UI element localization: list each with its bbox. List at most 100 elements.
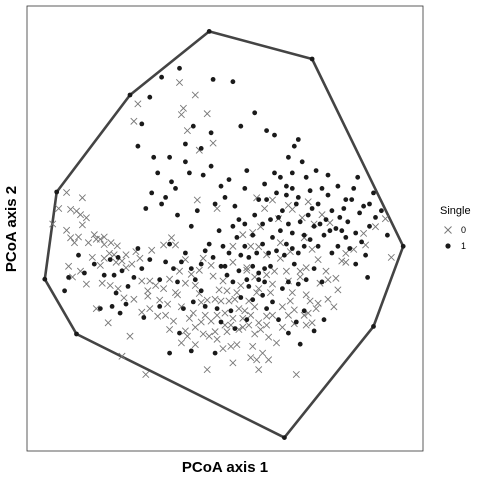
cross-point-114 [219, 345, 227, 353]
dot-point-50 [353, 230, 359, 236]
dot-point-206 [289, 246, 295, 251]
cross-point-209 [215, 286, 223, 294]
dot-point-26 [256, 197, 262, 203]
dot-point-204 [301, 243, 307, 249]
dot-point-158 [188, 348, 194, 354]
cross-point-161 [253, 356, 261, 364]
cross-point-186 [167, 234, 176, 242]
dot-point-11 [135, 143, 141, 149]
dot-point-103 [147, 257, 153, 262]
cross-point-131 [65, 262, 73, 270]
cross-point-33 [166, 275, 174, 283]
cross-point-175 [278, 303, 286, 311]
cross-point-124 [120, 294, 128, 302]
cross-point-138 [191, 91, 199, 99]
dot-point-118 [91, 261, 97, 267]
convex-hull [43, 30, 405, 439]
dot-point-179 [222, 195, 228, 200]
cross-point-220 [300, 311, 308, 319]
cross-point-129 [88, 253, 96, 261]
dot-point-46 [337, 215, 343, 220]
dot-point-80 [250, 232, 256, 238]
dot-point-170 [167, 154, 173, 160]
dot-point-191 [325, 172, 331, 178]
cross-point-63 [263, 271, 271, 279]
dot-point-123 [141, 315, 147, 320]
cross-point-104 [207, 261, 215, 269]
dot-point-70 [289, 230, 295, 236]
dot-point-64 [315, 243, 321, 249]
dot-point-111 [107, 257, 113, 262]
dot-point-89 [216, 228, 222, 234]
dot-point-81 [246, 255, 252, 260]
dot-point-134 [246, 284, 252, 289]
dot-point-139 [291, 261, 297, 267]
cross-point-93 [286, 297, 294, 305]
dot-point-155 [177, 330, 182, 336]
cross-point-118 [169, 317, 178, 325]
cross-point-126 [106, 281, 114, 290]
dot-point-101 [163, 259, 169, 265]
cross-point-172 [237, 281, 245, 290]
cross-point-75 [338, 257, 346, 265]
dot-point-149 [286, 330, 291, 336]
dot-point-198 [347, 246, 353, 251]
cross-point-11 [90, 231, 98, 239]
cross-point-101 [229, 258, 237, 266]
dot-point-130 [218, 319, 224, 325]
dot-point-87 [222, 263, 228, 269]
cross-point-127 [98, 279, 106, 287]
dot-point-53 [367, 223, 372, 229]
cross-point-48 [231, 295, 239, 303]
dot-point-91 [206, 241, 212, 247]
dot-point-35 [295, 137, 301, 142]
dot-point-120 [82, 270, 87, 276]
dot-point-171 [151, 154, 157, 160]
cross-point-132 [126, 332, 134, 340]
dot-point-52 [361, 203, 366, 209]
cross-point-66 [282, 267, 290, 275]
dot-point-128 [202, 304, 208, 309]
dot-point-148 [276, 317, 281, 323]
cross-point-208 [183, 332, 191, 340]
dot-point-160 [177, 65, 182, 71]
cross-point-73 [324, 276, 332, 284]
legend-entry-0: 0 [444, 225, 466, 235]
cross-point-165 [233, 341, 241, 349]
cross-point-83 [342, 258, 350, 266]
cross-point-1 [78, 194, 86, 202]
dot-point-162 [230, 79, 236, 85]
cross-point-68 [288, 289, 296, 297]
cross-point-27 [144, 292, 152, 300]
dot-point-127 [198, 288, 204, 294]
dot-point-217 [218, 263, 224, 269]
dot-point-49 [349, 197, 355, 203]
dot-point-156 [167, 350, 173, 356]
dot-point-86 [226, 250, 232, 256]
cross-point-195 [82, 280, 90, 288]
cross-point-4 [76, 211, 85, 219]
cross-point-30 [146, 305, 154, 313]
cross-point-150 [288, 205, 296, 213]
cross-point-216 [249, 342, 257, 350]
dot-point-142 [311, 266, 317, 271]
dot-point-34 [291, 143, 297, 149]
dot-point-105 [135, 246, 141, 251]
dot-point-180 [236, 217, 242, 223]
cross-point-49 [235, 305, 243, 313]
dot-point-94 [192, 277, 198, 283]
cross-point-203 [265, 333, 273, 341]
dot-point-71 [286, 221, 291, 227]
dot-point-157 [212, 350, 218, 356]
cross-point-145 [229, 242, 237, 250]
dot-point-99 [171, 266, 176, 271]
cross-point-42 [211, 295, 219, 303]
dot-point-5 [74, 331, 79, 337]
dot-point-31 [284, 192, 289, 198]
cross-point-137 [177, 111, 185, 119]
dot-point-97 [179, 259, 184, 265]
cross-point-154 [261, 204, 269, 213]
cross-point-24 [136, 254, 144, 262]
dot-point-10 [139, 121, 145, 127]
